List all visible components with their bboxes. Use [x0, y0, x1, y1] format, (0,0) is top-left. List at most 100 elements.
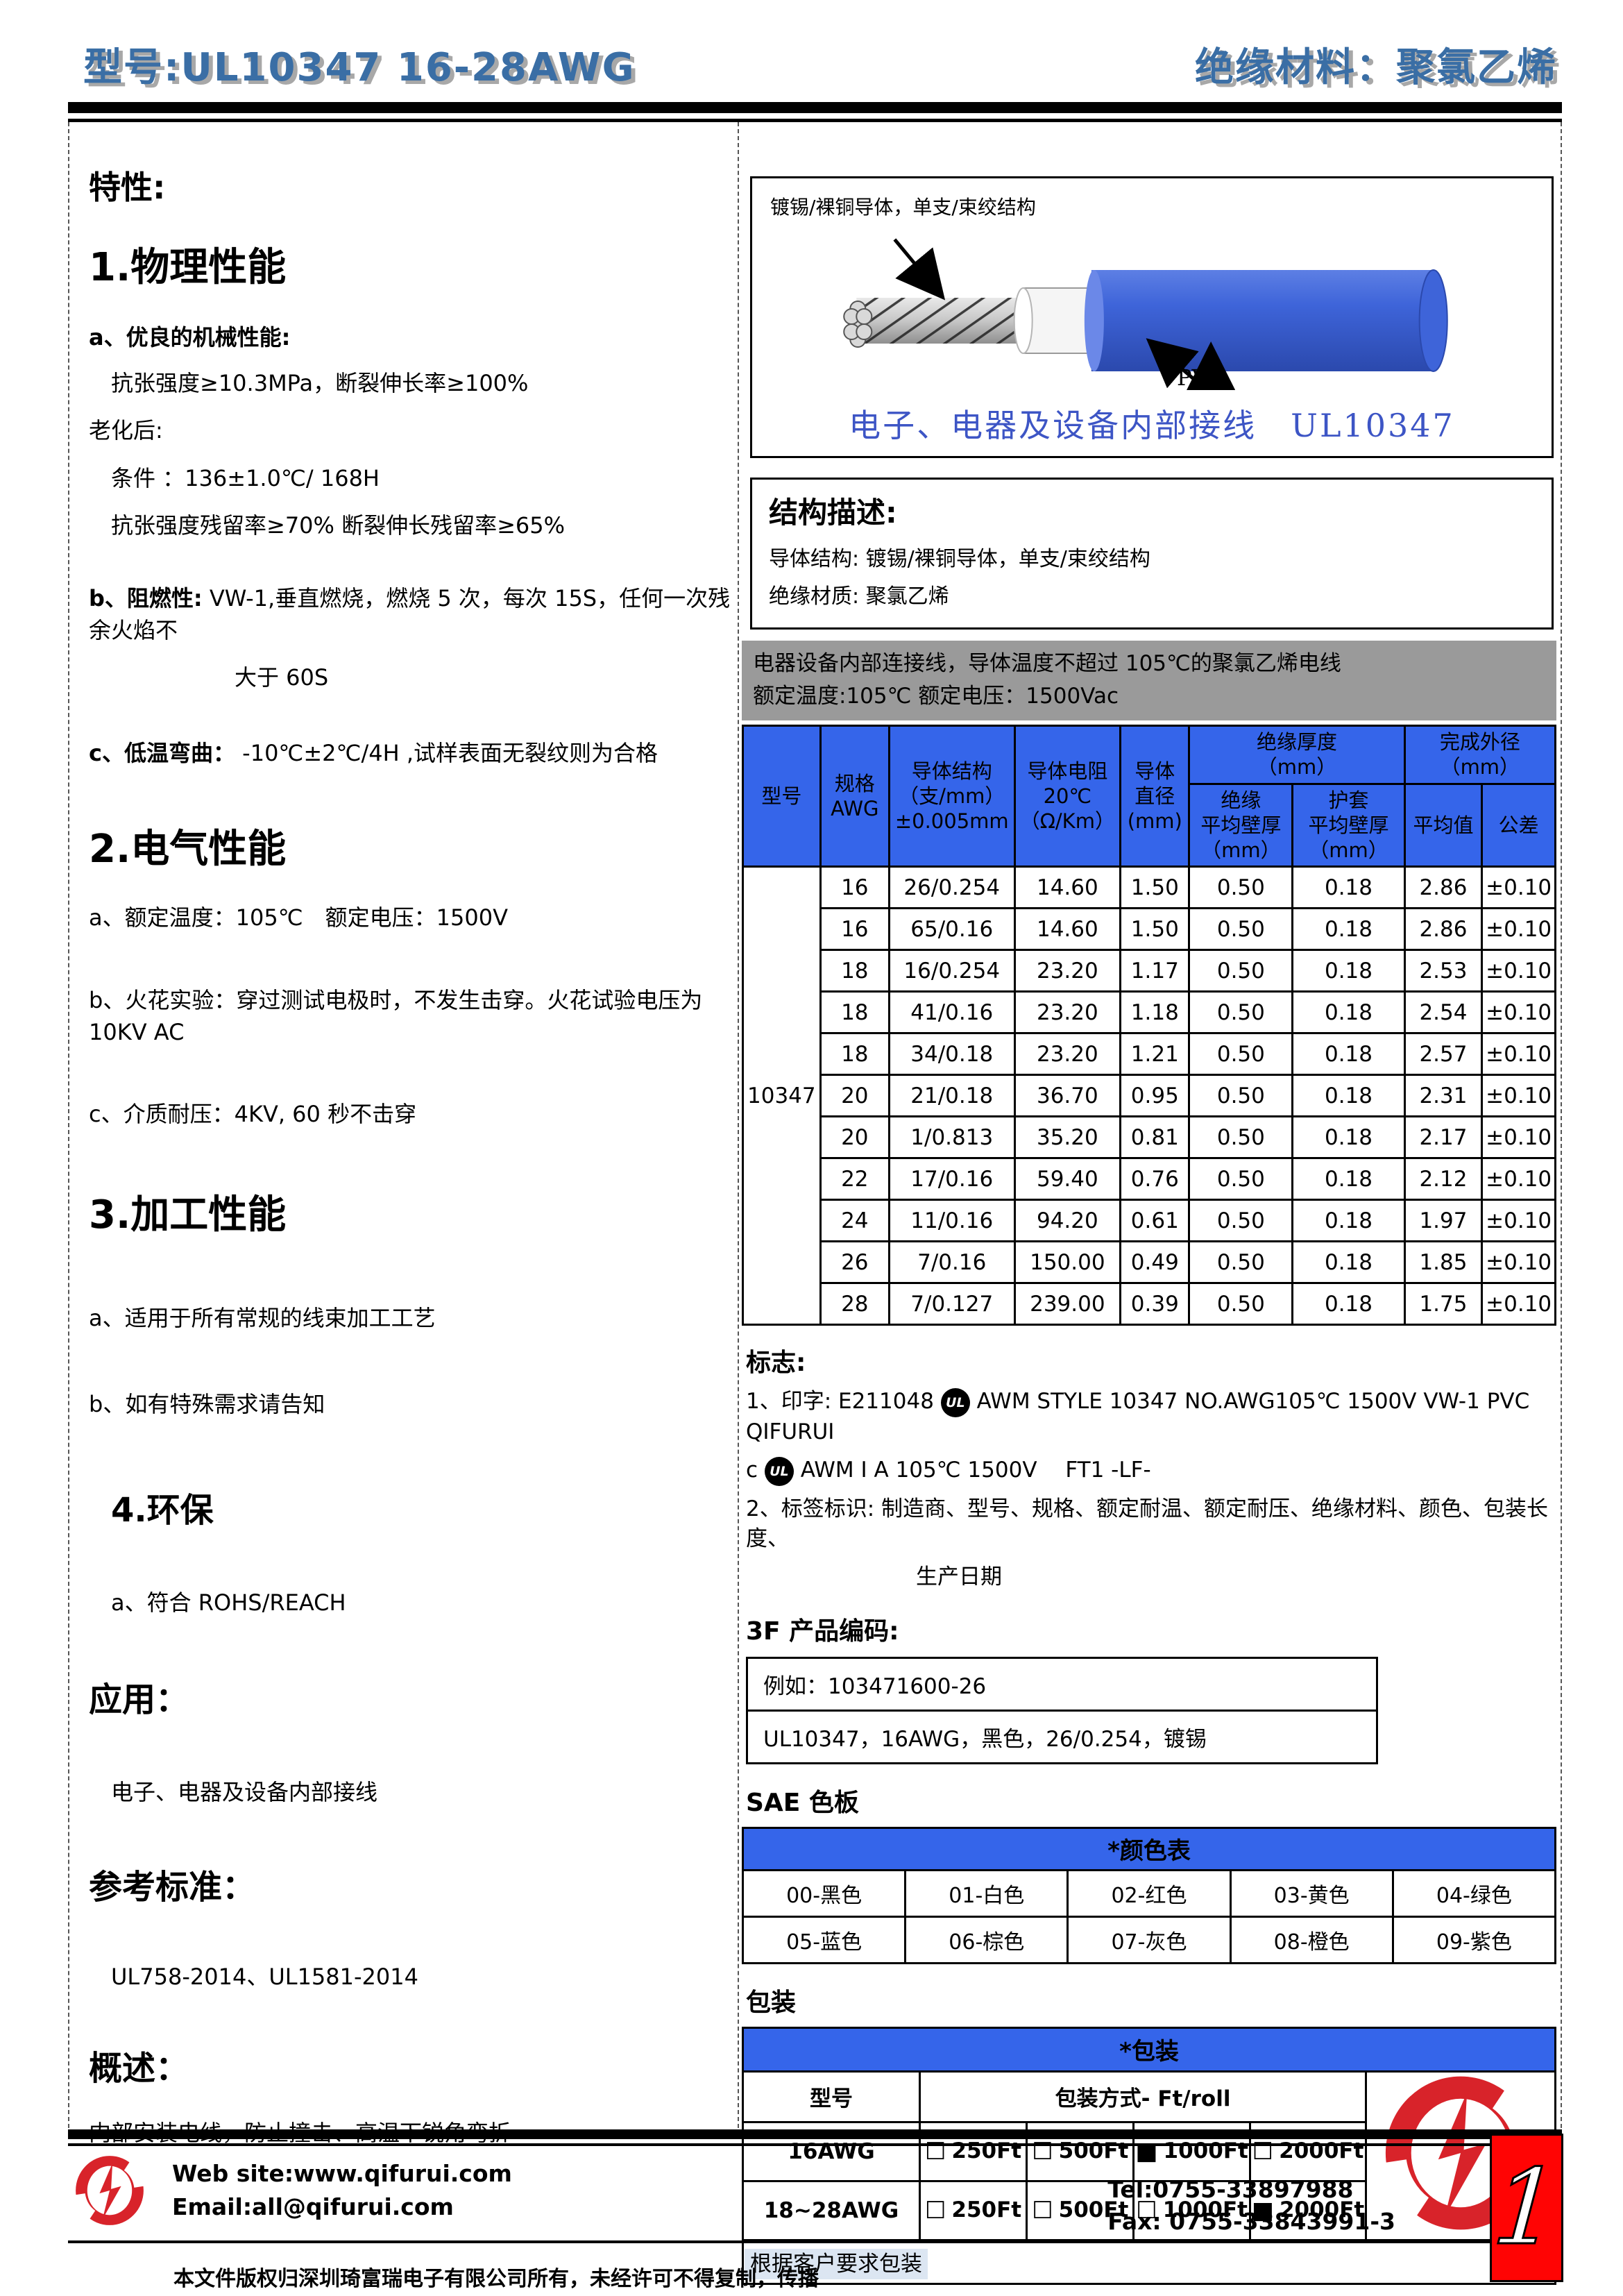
table-row: 20 1/0.813 35.20 0.81 0.50 0.18 2.17 ±0.10 — [743, 1115, 1556, 1160]
page-footer: Web site:www.qifurui.com Email:all@qifur… — [0, 2129, 1623, 2292]
cell: 65/0.16 — [887, 907, 1016, 952]
cell: 7/0.127 — [887, 1282, 1016, 1326]
col-ins-wall: 绝缘 平均壁厚 （mm） — [1188, 782, 1294, 868]
application-text: 电子、电器及设备内部接线 — [111, 1778, 378, 1805]
packaging-col-model: 型号 — [742, 2070, 921, 2123]
physical-b-text2: 大于 60S — [235, 664, 329, 691]
col-awg: 规格 AWG — [819, 724, 890, 868]
cell: 2.17 — [1403, 1115, 1484, 1160]
color-cell: 05-蓝色 — [741, 1915, 907, 1964]
cell: ±0.10 — [1481, 1074, 1556, 1118]
wire-diagram: 镀锡/裸铜导体，单支/束绞结构 PVC 电子、电器及设备内部接线 UL10347 — [750, 176, 1554, 458]
color-cell: 04-绿色 — [1391, 1868, 1557, 1918]
product-code-desc: UL10347，16AWG，黑色，26/0.254，镀锡 — [748, 1709, 1376, 1762]
col-jacket-wall: 护套 平均壁厚 （mm） — [1291, 782, 1406, 868]
option-label: 250Ft — [951, 2197, 1022, 2222]
packaging-header: *包装 — [742, 2026, 1556, 2073]
footer-main: Web site:www.qifurui.com Email:all@qifur… — [68, 2146, 1562, 2243]
cell: 11/0.16 — [887, 1199, 1016, 1243]
cell: 0.81 — [1119, 1115, 1191, 1160]
cell: 0.95 — [1119, 1074, 1191, 1118]
physical-c-text: -10℃±2℃/4H ,试样表面无裂纹则为合格 — [242, 739, 658, 766]
cell: 17/0.16 — [887, 1157, 1016, 1201]
environment-heading: 4.环保 — [111, 1491, 214, 1530]
header-rule — [68, 102, 1562, 122]
table-row: 28 7/0.127 239.00 0.39 0.50 0.18 1.75 ±0.10 — [743, 1282, 1556, 1326]
marks-line1: 1、印字: E211048 UL AWM STYLE 10347 NO.AWG1… — [746, 1387, 1556, 1447]
cell: 2.53 — [1403, 949, 1484, 993]
cell: 0.39 — [1119, 1282, 1191, 1326]
cell: 0.50 — [1188, 1282, 1294, 1326]
cell: ±0.10 — [1481, 1199, 1556, 1243]
cell: 239.00 — [1013, 1282, 1122, 1326]
cell: 0.50 — [1188, 907, 1294, 952]
cell: 0.50 — [1188, 990, 1294, 1035]
footer-fax: Fax: 0755-33843991-3 — [1107, 2207, 1395, 2235]
color-cell: 09-紫色 — [1391, 1915, 1557, 1964]
cell: 1.21 — [1119, 1032, 1191, 1077]
cell: 14.60 — [1013, 907, 1122, 952]
col-avg: 平均值 — [1403, 782, 1484, 868]
marks-line1-post: AWM STYLE 10347 NO.AWG105℃ 1500V VW-1 PV… — [746, 1389, 1530, 1444]
spec-table: 型号 规格 AWG 导体结构 （支/mm） ±0.005mm 导体电阻 20℃ … — [742, 724, 1557, 1326]
checkbox-icon: ☐ — [1136, 2196, 1157, 2225]
cell: 20 — [819, 1115, 890, 1160]
cell: 0.76 — [1119, 1157, 1191, 1201]
cell: 26 — [819, 1240, 890, 1285]
cell: 16 — [819, 907, 890, 952]
electrical-b: b、火花实验：穿过测试电极时，不发生击穿。火花试验电压为 10KV AC — [89, 986, 703, 1045]
color-cell: 07-灰色 — [1067, 1915, 1232, 1964]
packaging-option: ☐ 500Ft — [1026, 2179, 1135, 2241]
packaging-title: 包装 — [746, 1988, 797, 2017]
cell: 0.18 — [1291, 866, 1406, 910]
physical-a-label: a、优良的机械性能: — [89, 324, 291, 351]
cell: 2.54 — [1403, 990, 1484, 1035]
structure-line2: 绝缘材质: 聚氯乙烯 — [769, 584, 949, 609]
cell: 23.20 — [1013, 990, 1122, 1035]
page-number: 1 — [1488, 2147, 1565, 2270]
cell: 0.18 — [1291, 1240, 1406, 1285]
cell: 59.40 — [1013, 1157, 1122, 1201]
cell: 1.50 — [1119, 866, 1191, 910]
table-row: 18~28AWG ☐ 250Ft ☐ 500Ft ☐ 1000Ft ■ 2000Ft — [742, 2179, 1556, 2241]
cell: 0.50 — [1188, 1074, 1294, 1118]
cell: ±0.10 — [1481, 990, 1556, 1035]
footer-copyright: 本文件版权归深圳琦富瑞电子有限公司所有，未经许可不得复制，传播 — [173, 2267, 819, 2291]
processing-heading: 3.加工性能 — [89, 1192, 287, 1238]
marks-line2-post: AWM I A 105℃ 1500V FT1 -LF- — [800, 1458, 1151, 1483]
cell: 22 — [819, 1157, 890, 1201]
option-label: 2000Ft — [1279, 2197, 1365, 2222]
environment-a: a、符合 ROHS/REACH — [111, 1589, 346, 1617]
model-value: 10347 — [742, 866, 822, 1326]
cell: 94.20 — [1013, 1199, 1122, 1243]
option-label: 250Ft — [951, 2138, 1022, 2163]
cell: ±0.10 — [1481, 949, 1556, 993]
checkbox-icon: ■ — [1251, 2196, 1274, 2225]
col-insulation-group: 绝缘厚度 （mm） — [1188, 725, 1406, 785]
physical-line2: 老化后: — [89, 417, 163, 444]
cell: ±0.10 — [1481, 1282, 1556, 1326]
table-row: 18 34/0.18 23.20 1.21 0.50 0.18 2.57 ±0.10 — [743, 1032, 1556, 1077]
option-label: 500Ft — [1058, 2138, 1129, 2163]
banner-line1: 电器设备内部连接线，导体温度不超过 105℃的聚氯乙烯电线 — [753, 651, 1341, 676]
color-table: *颜色表 00-黑色 01-白色 02-红色 03-黄色 04-绿色 05-蓝色… — [741, 1826, 1557, 1964]
footer-tel: Tel:0755-33897988 — [1107, 2175, 1354, 2203]
cell: 2.86 — [1403, 907, 1484, 952]
cell: 1.18 — [1119, 990, 1191, 1035]
product-code-box: 例如：103471600-26 UL10347，16AWG，黑色，26/0.25… — [746, 1656, 1378, 1764]
cell: 0.49 — [1119, 1240, 1191, 1285]
cell: 16 — [819, 866, 890, 910]
cell: 20 — [819, 1074, 890, 1118]
cell: 14.60 — [1013, 866, 1122, 910]
ul-mark-icon: UL — [940, 1387, 970, 1417]
footer-email: Email:all@qifurui.com — [172, 2193, 454, 2220]
color-cell: 08-橙色 — [1229, 1915, 1394, 1964]
page-header: 型号:UL10347 16-28AWG 绝缘材料：聚氯乙烯 — [0, 0, 1623, 102]
marks-line3: 2、标签标识: 制造商、型号、规格、额定耐温、额定耐压、绝缘材料、颜色、包装长度… — [746, 1496, 1549, 1552]
cell: 23.20 — [1013, 1032, 1122, 1077]
product-code-title: 3F 产品编码: — [746, 1617, 899, 1646]
option-label: 500Ft — [1058, 2197, 1129, 2222]
cell: 18 — [819, 949, 890, 993]
table-row: 18 41/0.16 23.20 1.18 0.50 0.18 2.54 ±0.10 — [743, 990, 1556, 1035]
cell: 0.18 — [1291, 1157, 1406, 1201]
